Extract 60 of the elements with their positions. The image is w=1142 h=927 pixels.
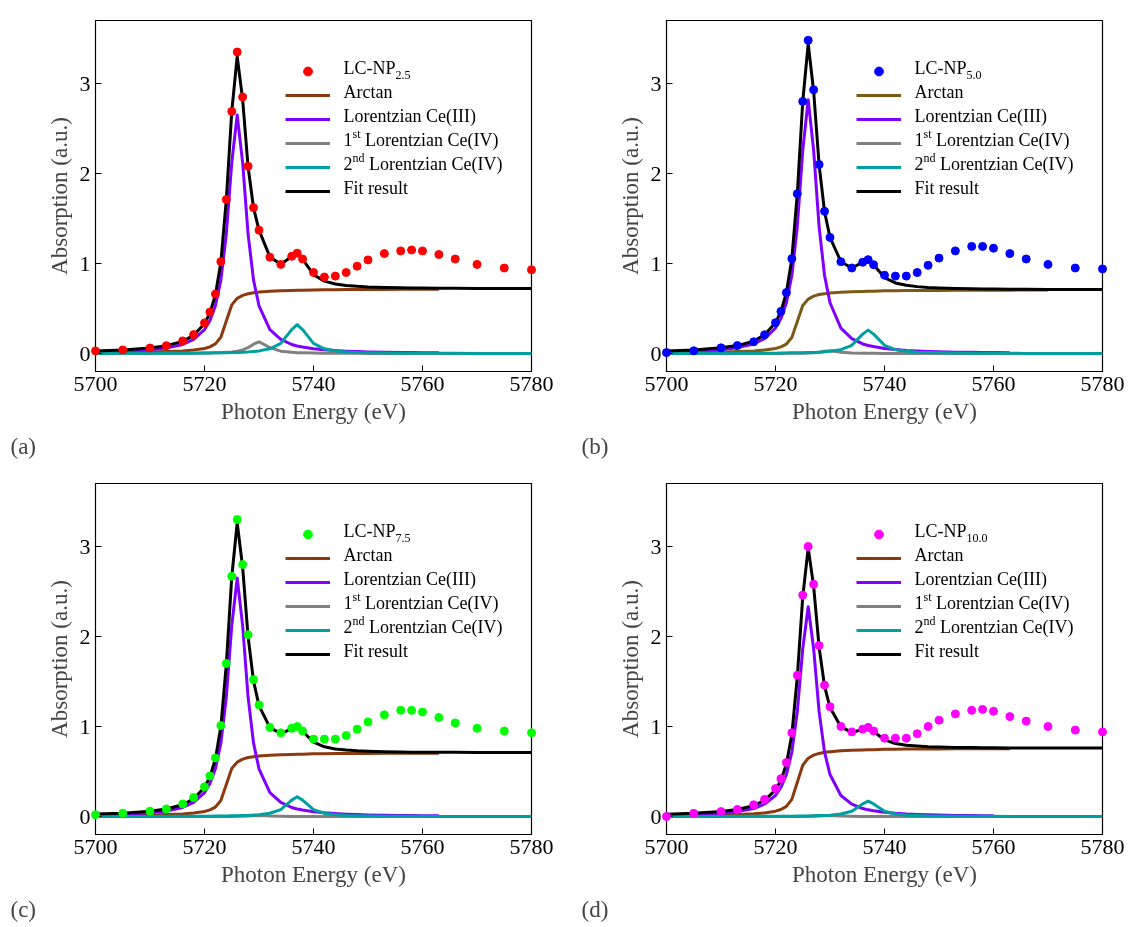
y-tick-label: 3 <box>650 533 662 559</box>
y-tick-label: 2 <box>650 160 662 186</box>
x-tick-label: 5700 <box>644 833 689 859</box>
legend-label: Lorentzian Ce(III) <box>343 105 476 127</box>
x-tick-label: 5780 <box>1080 370 1125 396</box>
x-tick-label: 5760 <box>971 833 1016 859</box>
x-tick-label: 5720 <box>753 370 798 396</box>
x-axis-title: Photon Energy (eV) <box>792 398 977 424</box>
x-tick-label: 5740 <box>862 370 907 396</box>
legend-label: Arctan <box>343 544 393 565</box>
y-tick-label: 2 <box>650 623 662 649</box>
x-tick-label: 5720 <box>753 833 798 859</box>
legend-label: Fit result <box>914 177 980 198</box>
text: (b) <box>581 433 609 459</box>
y-tick-label: 2 <box>79 160 91 186</box>
y-tick-label: 3 <box>650 70 662 96</box>
x-tick-label: 5700 <box>73 833 118 859</box>
legend-label: Arctan <box>914 544 964 565</box>
x-tick-label: 5760 <box>400 370 445 396</box>
y-tick-label: 0 <box>650 803 662 829</box>
y-tick-label: 0 <box>79 340 91 366</box>
legend-label: Fit result <box>914 640 980 661</box>
x-axis-title: Photon Energy (eV) <box>221 861 406 887</box>
y-tick-label: 1 <box>79 713 91 739</box>
x-tick-label: 5780 <box>509 370 554 396</box>
y-axis-title: Absorption (a.u.) <box>617 580 643 738</box>
x-axis-title: Photon Energy (eV) <box>792 861 977 887</box>
x-axis-title: Photon Energy (eV) <box>221 398 406 424</box>
text: (c) <box>10 896 37 922</box>
legend-label: Fit result <box>343 640 409 661</box>
x-tick-label: 5700 <box>73 370 118 396</box>
y-axis-title: Absorption (a.u.) <box>617 117 643 275</box>
text: (d) <box>581 896 609 922</box>
x-tick-label: 5780 <box>1080 833 1125 859</box>
legend-label: Lorentzian Ce(III) <box>914 105 1047 127</box>
y-tick-label: 2 <box>79 623 91 649</box>
y-axis-title: Absorption (a.u.) <box>46 580 72 738</box>
x-tick-label: 5740 <box>862 833 907 859</box>
legend-label: Arctan <box>914 81 964 102</box>
x-tick-label: 5720 <box>182 370 227 396</box>
x-tick-label: 5760 <box>971 370 1016 396</box>
x-tick-label: 5740 <box>291 833 336 859</box>
y-tick-label: 1 <box>650 250 662 276</box>
y-tick-label: 1 <box>650 713 662 739</box>
legend-label: Arctan <box>343 81 393 102</box>
y-tick-label: 0 <box>650 340 662 366</box>
legend-label: Fit result <box>343 177 409 198</box>
text: (a) <box>10 433 37 459</box>
y-tick-label: 3 <box>79 70 91 96</box>
legend-label: Lorentzian Ce(III) <box>914 568 1047 590</box>
x-tick-label: 5760 <box>400 833 445 859</box>
x-tick-label: 5720 <box>182 833 227 859</box>
x-tick-label: 5700 <box>644 370 689 396</box>
y-tick-label: 0 <box>79 803 91 829</box>
y-tick-label: 1 <box>79 250 91 276</box>
y-axis-title: Absorption (a.u.) <box>46 117 72 275</box>
y-tick-label: 3 <box>79 533 91 559</box>
legend-label: Lorentzian Ce(III) <box>343 568 476 590</box>
x-tick-label: 5740 <box>291 370 336 396</box>
x-tick-label: 5780 <box>509 833 554 859</box>
